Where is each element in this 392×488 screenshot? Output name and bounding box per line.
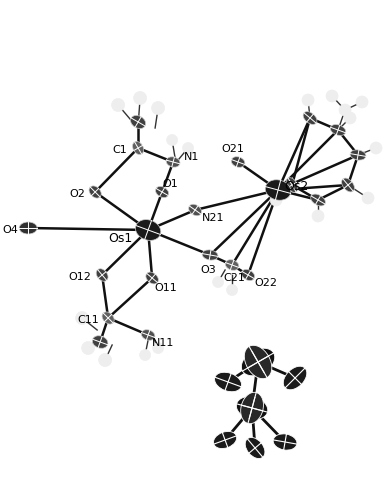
Text: O22: O22 [254,278,278,288]
Ellipse shape [225,260,239,270]
Circle shape [82,342,94,354]
Ellipse shape [330,124,346,136]
Circle shape [152,343,163,353]
Ellipse shape [166,157,180,167]
Text: C21: C21 [223,273,245,283]
Ellipse shape [231,157,245,167]
Circle shape [326,90,338,102]
Circle shape [312,210,324,222]
Ellipse shape [244,346,272,379]
Ellipse shape [241,269,255,281]
Text: N21: N21 [202,213,224,223]
Ellipse shape [214,372,241,392]
Circle shape [112,99,125,111]
Ellipse shape [241,348,275,376]
Text: O2: O2 [69,189,85,199]
Text: O12: O12 [69,272,92,282]
Text: C11: C11 [77,315,99,325]
Ellipse shape [136,220,161,241]
Ellipse shape [142,330,155,340]
Ellipse shape [241,392,263,424]
Ellipse shape [311,194,325,206]
Text: C1: C1 [113,145,127,155]
Ellipse shape [96,269,108,281]
Text: O11: O11 [155,283,178,293]
Ellipse shape [156,186,169,198]
Text: N1: N1 [183,152,199,162]
Circle shape [227,285,238,296]
Ellipse shape [93,336,108,348]
Text: Os1: Os1 [108,231,132,244]
Ellipse shape [146,272,158,284]
Ellipse shape [102,312,114,324]
Ellipse shape [189,204,201,216]
Ellipse shape [89,186,101,198]
Circle shape [302,94,314,106]
Circle shape [76,311,89,325]
Circle shape [99,353,112,366]
Ellipse shape [350,150,366,160]
Ellipse shape [265,180,291,200]
Ellipse shape [286,178,298,192]
Ellipse shape [214,431,237,448]
Circle shape [152,102,165,115]
Circle shape [140,349,151,361]
Text: Os2: Os2 [284,181,308,194]
Circle shape [339,104,351,116]
Circle shape [167,135,178,145]
Ellipse shape [132,142,144,155]
Ellipse shape [202,250,218,260]
Text: O1: O1 [162,179,178,189]
Circle shape [270,194,282,206]
Ellipse shape [245,437,265,459]
Ellipse shape [236,397,268,419]
Circle shape [344,112,356,124]
Circle shape [183,142,194,154]
Text: O21: O21 [221,144,245,154]
Circle shape [370,142,382,154]
Ellipse shape [273,434,297,450]
Circle shape [134,92,147,104]
Ellipse shape [19,222,37,234]
Circle shape [356,96,368,108]
Ellipse shape [341,178,354,192]
Circle shape [212,277,223,287]
Text: N11: N11 [152,338,174,348]
Ellipse shape [131,116,146,128]
Text: O3: O3 [200,265,216,275]
Ellipse shape [283,366,307,390]
Ellipse shape [303,112,317,124]
Circle shape [362,192,374,204]
Text: O4: O4 [2,225,18,235]
